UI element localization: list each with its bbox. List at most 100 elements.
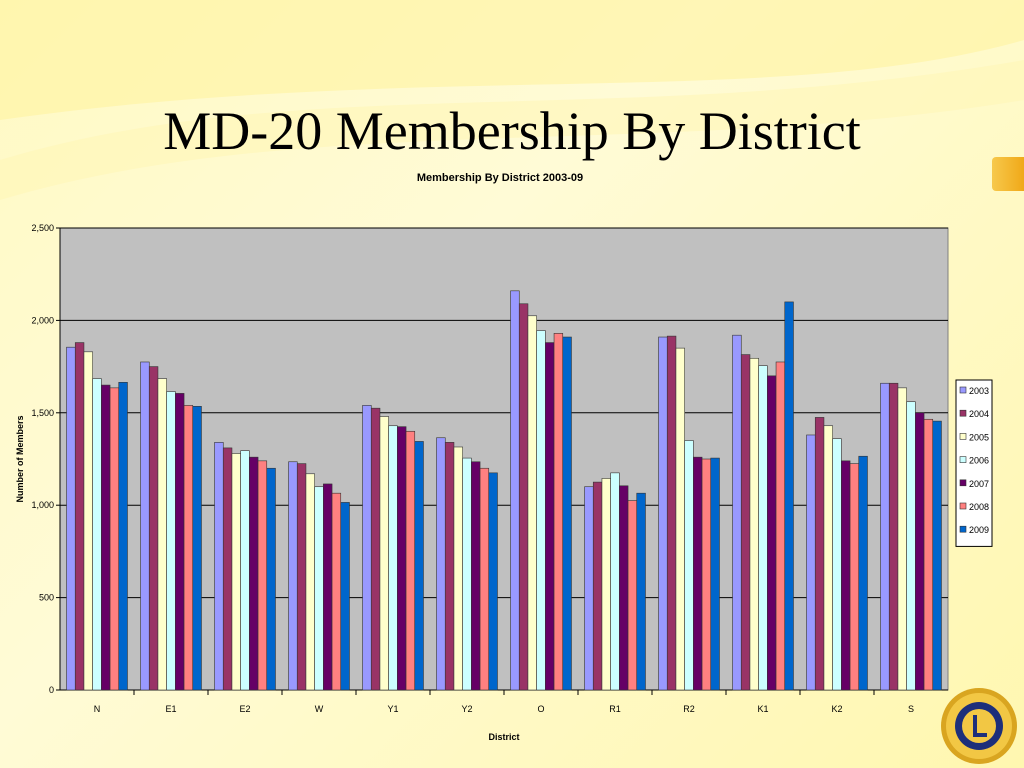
x-tick-label: R2 [683, 704, 695, 714]
bar-O-2004 [518, 303, 529, 691]
bar-K2-2009 [858, 455, 868, 691]
bar-R1-2006 [610, 472, 620, 691]
legend-label-2007: 2007 [969, 479, 989, 489]
legend-swatch-2004 [959, 409, 967, 417]
bar-W-2003 [288, 461, 298, 691]
x-tick-label: K2 [831, 704, 842, 714]
bar-S-2008 [923, 418, 934, 691]
bar-R2-2004 [666, 335, 677, 691]
bar-E2-2006 [240, 450, 250, 691]
bar-R1-2004 [592, 481, 603, 691]
bar-N-2007 [101, 384, 111, 691]
legend-swatch-2007 [959, 479, 967, 487]
bar-Y1-2008 [405, 430, 416, 691]
bar-R2-2007 [693, 456, 703, 691]
bar-R2-2008 [701, 458, 712, 691]
bar-K1-2004 [740, 354, 751, 691]
bar-W-2007 [323, 483, 333, 691]
x-tick-label: K1 [757, 704, 768, 714]
bar-E2-2008 [257, 460, 268, 691]
bar-N-2004 [74, 342, 85, 691]
bar-Y1-2009 [414, 441, 424, 691]
y-tick-label: 2,000 [31, 315, 54, 325]
legend-label-2005: 2005 [969, 432, 989, 442]
y-tick-label: 1,000 [31, 500, 54, 510]
y-tick-label: 500 [39, 593, 54, 603]
slide-title: MD-20 Membership By District [163, 101, 861, 161]
bar-K2-2006 [832, 438, 842, 691]
bar-E2-2007 [249, 456, 259, 691]
bar-K1-2005 [749, 357, 759, 691]
bar-S-2004 [888, 382, 899, 691]
legend-swatch-2006 [959, 456, 967, 463]
legend-swatch-2008 [959, 502, 967, 510]
bar-S-2005 [897, 387, 907, 691]
bar-Y1-2003 [362, 405, 372, 691]
bar-Y2-2006 [462, 457, 472, 691]
bar-W-2004 [296, 463, 307, 691]
bar-E2-2003 [214, 442, 224, 691]
legend-swatch-2003 [959, 386, 967, 394]
bar-Y2-2009 [488, 472, 498, 691]
bar-N-2006 [92, 378, 102, 691]
bar-S-2006 [906, 401, 916, 691]
legend [955, 379, 993, 547]
bar-W-2008 [331, 492, 342, 691]
bar-S-2009 [932, 420, 942, 691]
bar-O-2008 [553, 333, 564, 691]
lions-logo-icon [941, 688, 1017, 764]
legend-label-2006: 2006 [969, 456, 989, 466]
bar-K1-2003 [732, 334, 742, 691]
bar-Y2-2008 [479, 467, 490, 691]
legend-label-2009: 2009 [969, 525, 989, 535]
bar-K2-2005 [823, 425, 833, 691]
bar-E1-2006 [166, 391, 176, 691]
bar-K1-2007 [767, 375, 777, 691]
legend-label-2003: 2003 [969, 386, 989, 396]
bar-S-2003 [880, 382, 890, 691]
y-tick-label: 0 [49, 685, 54, 695]
bar-K2-2008 [849, 463, 860, 691]
x-axis-label: District [488, 732, 519, 742]
chart-title: Membership By District 2003-09 [416, 172, 584, 184]
bar-Y2-2003 [436, 437, 446, 691]
bar-R1-2007 [619, 485, 629, 691]
x-tick-label: E2 [239, 704, 250, 714]
bar-Y2-2005 [453, 446, 463, 691]
legend-swatch-2005 [959, 433, 967, 440]
x-tick-label: S [908, 704, 914, 714]
bar-K1-2009 [784, 301, 794, 691]
bar-O-2007 [545, 342, 555, 691]
decorative-tab [992, 157, 1024, 191]
y-tick-label: 2,500 [31, 223, 54, 233]
bar-Y1-2005 [379, 416, 389, 691]
bar-E1-2009 [192, 406, 202, 691]
bar-N-2008 [109, 387, 120, 691]
y-tick-label: 1,500 [31, 408, 54, 418]
bar-E1-2007 [175, 393, 185, 691]
bar-W-2009 [340, 502, 350, 691]
bar-R1-2005 [601, 478, 611, 691]
bar-E2-2004 [222, 447, 233, 691]
bar-O-2009 [562, 336, 572, 691]
bar-N-2005 [83, 351, 93, 691]
bar-Y1-2006 [388, 425, 398, 691]
bar-Y1-2007 [397, 426, 407, 691]
bar-E1-2004 [148, 366, 159, 691]
bar-K1-2006 [758, 365, 768, 691]
bar-K2-2007 [841, 460, 851, 691]
x-tick-label: Y2 [461, 704, 472, 714]
bar-E2-2009 [266, 467, 276, 691]
bar-R2-2003 [658, 336, 668, 691]
bar-R1-2008 [627, 500, 638, 691]
x-tick-label: W [315, 704, 324, 714]
bar-S-2007 [915, 412, 925, 691]
bar-O-2005 [527, 315, 537, 691]
bar-R2-2009 [710, 457, 720, 691]
legend-label-2004: 2004 [969, 409, 989, 419]
bar-W-2006 [314, 486, 324, 691]
x-tick-label: R1 [609, 704, 621, 714]
bar-Y1-2004 [370, 407, 381, 691]
